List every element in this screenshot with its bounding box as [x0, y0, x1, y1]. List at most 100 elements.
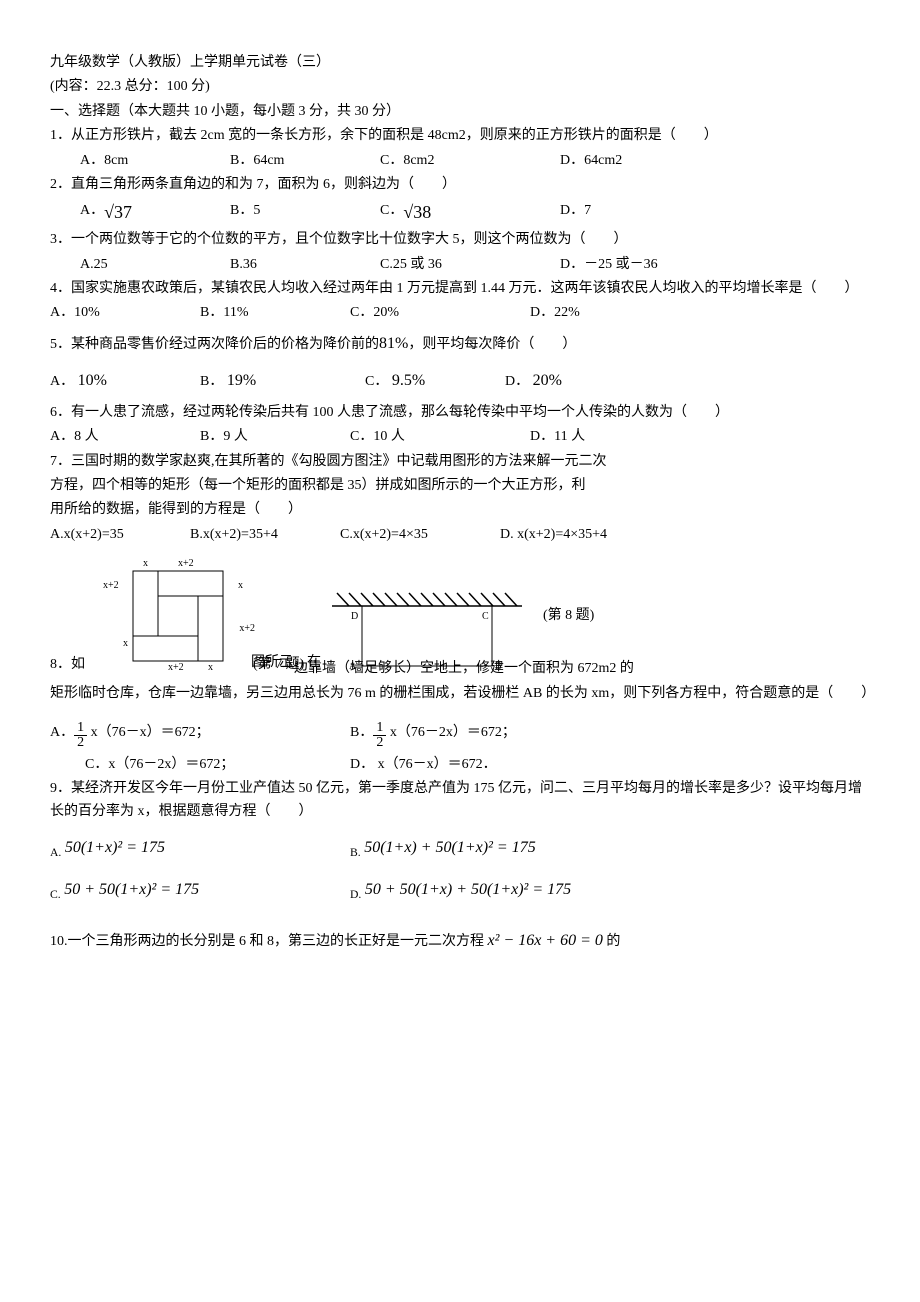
q10-text-b: 的 — [606, 934, 620, 949]
q7-l2: 方程，四个相等的矩形（每一个矩形的面积都是 35）拼成如图所示的一个大正方形，利 — [50, 475, 870, 497]
q2-c-pre: C． — [380, 203, 403, 218]
q3-text: 3．一个两位数等于它的个位数的平方，且个位数字比十位数字大 5，则这个两位数为（… — [50, 229, 870, 251]
q6-opt-c: C．10 人 — [350, 426, 530, 448]
q2-a-val: √37 — [104, 198, 132, 227]
q9-b-eq: 50(1+x) + 50(1+x)² = 175 — [364, 839, 536, 856]
fig7-lab-x-l: x — [123, 636, 128, 652]
q8-pre: 8．如 — [50, 654, 105, 676]
q5-c-val: 9.5% — [392, 372, 425, 389]
q5-opt-d: D． 20% — [505, 368, 655, 394]
q9-options-2: C. 50 + 50(1+x)² = 175 D. 50 + 50(1+x) +… — [50, 877, 870, 904]
q5-text-b: ，则平均每次降价（ ） — [408, 337, 576, 352]
q9-a-eq: 50(1+x)² = 175 — [65, 839, 165, 856]
q2-opt-c: C．√38 — [380, 198, 560, 227]
q5-text: 5．某种商品零售价经过两次降价后的价格为降价前的81%，则平均每次降价（ ） — [50, 331, 870, 357]
q7-opt-c: C.x(x+2)=4×35 — [340, 524, 500, 546]
q5-d-pre: D． — [505, 374, 529, 389]
q5-a-val: 10% — [78, 372, 107, 389]
fig8-D: D — [351, 609, 358, 625]
q3-opt-c: C.25 或 36 — [380, 254, 560, 276]
q2-opt-a: A．√37 — [80, 198, 230, 227]
q5-opt-c: C． 9.5% — [365, 368, 505, 394]
q4-text: 4．国家实施惠农政策后，某镇农民人均收入经过两年由 1 万元提高到 1.44 万… — [50, 278, 870, 300]
q2-c-val: √38 — [403, 198, 431, 227]
fig7-lab-x2-bot: x+2 — [168, 660, 184, 676]
q9-c-pre: C. — [50, 887, 61, 900]
q4-opt-a: A．10% — [50, 302, 200, 324]
q10: 10.一个三角形两边的长分别是 6 和 8，第三边的长正好是一元二次方程 x² … — [50, 928, 870, 954]
fig7-lab-x2-top: x+2 — [178, 556, 194, 572]
q2-opt-d: D．7 — [560, 200, 710, 222]
q9-opt-d: D. 50 + 50(1+x) + 50(1+x)² = 175 — [350, 877, 750, 904]
q8-opt-c: C．x（76－2x）＝672； — [85, 754, 350, 776]
subtitle: (内容：22.3 总分：100 分) — [50, 76, 870, 98]
q6-text: 6．有一人患了流感，经过两轮传染后共有 100 人患了流感，那么每轮传染中平均一… — [50, 402, 870, 424]
q6-options: A．8 人 B．9 人 C．10 人 D．11 人 — [50, 426, 870, 448]
q9-opt-c: C. 50 + 50(1+x)² = 175 — [50, 877, 350, 904]
q1-opt-c: C．8cm2 — [380, 150, 560, 172]
fig7-lab-x-bot: x — [208, 660, 213, 676]
figure-7-svg — [113, 556, 243, 676]
fig7-lab-x-r: x — [238, 578, 243, 594]
q4-opt-c: C．20% — [350, 302, 530, 324]
q7-opt-a: A.x(x+2)=35 — [50, 524, 190, 546]
fig8-C: C — [482, 609, 489, 625]
q8-opt-b: B．12 x（76－2x）＝672； — [350, 721, 650, 750]
q5-b-val: 19% — [227, 372, 256, 389]
fig8-A: A — [349, 659, 356, 675]
q10-text-a: 10.一个三角形两边的长分别是 6 和 8，第三边的长正好是一元二次方程 — [50, 934, 484, 949]
q9-opt-a: A. 50(1+x)² = 175 — [50, 835, 350, 862]
section-heading: 一、选择题（本大题共 10 小题，每小题 3 分，共 30 分） — [50, 101, 870, 123]
q4-options: A．10% B．11% C．20% D．22% — [50, 302, 870, 324]
title: 九年级数学（人教版）上学期单元试卷（三） — [50, 52, 870, 74]
q2-options: A．√37 B．5 C．√38 D．7 — [80, 198, 870, 227]
q5-a-pre: A． — [50, 374, 74, 389]
q4-opt-b: B．11% — [200, 302, 350, 324]
fig7-lab-x2-l: x+2 — [103, 578, 119, 594]
q9-d-eq: 50 + 50(1+x) + 50(1+x)² = 175 — [365, 881, 571, 898]
q3-opt-b: B.36 — [230, 254, 380, 276]
q6-opt-d: D．11 人 — [530, 426, 680, 448]
q2-opt-b: B．5 — [230, 200, 380, 222]
q1-opt-d: D．64cm2 — [560, 150, 710, 172]
q5-options: A． 10% B． 19% C． 9.5% D． 20% — [50, 368, 870, 394]
q9-options-1: A. 50(1+x)² = 175 B. 50(1+x) + 50(1+x)² … — [50, 835, 870, 862]
q7-options: A.x(x+2)=35 B.x(x+2)=35+4 C.x(x+2)=4×35 … — [50, 524, 870, 546]
q6-opt-a: A．8 人 — [50, 426, 200, 448]
frac-half-b: 12 — [373, 721, 386, 750]
q3-opt-a: A.25 — [80, 254, 230, 276]
q9-a-pre: A. — [50, 846, 61, 859]
q1-opt-a: A．8cm — [80, 150, 230, 172]
q5-d-val: 20% — [533, 372, 562, 389]
q8-a-tail: x（76－x）＝672； — [91, 725, 210, 740]
q7-l1: 7．三国时期的数学家赵爽,在其所著的《勾股圆方图注》中记载用图形的方法来解一元二… — [50, 451, 870, 473]
q7-l3: 用所给的数据，能得到的方程是（ ） — [50, 499, 870, 521]
q9-b-pre: B. — [350, 846, 361, 859]
q8-opt-d: D． x（76－x）＝672． — [350, 754, 650, 776]
q5-text-a: 5．某种商品零售价经过两次降价后的价格为降价前的 — [50, 337, 379, 352]
q8-opt-a: A．12 x（76－x）＝672； — [50, 721, 350, 750]
q1-options: A．8cm B．64cm C．8cm2 D．64cm2 — [80, 150, 870, 172]
q2-a-pre: A． — [80, 203, 104, 218]
q8-b-tail: x（76－2x）＝672； — [390, 725, 516, 740]
fig7-lab-x2-r: x+2 — [239, 621, 255, 637]
q5-pct: 81% — [379, 335, 408, 352]
q4-opt-d: D．22% — [530, 302, 680, 324]
q1-opt-b: B．64cm — [230, 150, 380, 172]
frac-half-a: 12 — [74, 721, 87, 750]
q5-b-pre: B． — [200, 374, 223, 389]
q9-d-pre: D. — [350, 887, 361, 900]
fig8-B: B — [495, 659, 502, 675]
fig8-caption: (第 8 题) — [543, 605, 594, 627]
q9-opt-b: B. 50(1+x) + 50(1+x)² = 175 — [350, 835, 710, 862]
q10-eq: x² − 16x + 60 = 0 — [488, 932, 603, 949]
q2-text: 2．直角三角形两条直角边的和为 7，面积为 6，则斜边为（ ） — [50, 174, 870, 196]
q7-opt-b: B.x(x+2)=35+4 — [190, 524, 340, 546]
q8-options-2: C．x（76－2x）＝672； D． x（76－x）＝672． — [85, 754, 870, 776]
q8-l2: 矩形临时仓库，仓库一边靠墙，另三边用总长为 76 m 的栅栏围成，若设栅栏 AB… — [50, 683, 870, 705]
q3-opt-d: D．－25 或－36 — [560, 254, 710, 276]
q1-text: 1．从正方形铁片，截去 2cm 宽的一条长方形，余下的面积是 48cm2，则原来… — [50, 125, 870, 147]
q5-opt-b: B． 19% — [200, 368, 365, 394]
fig7-lab-x-top: x — [143, 556, 148, 572]
q3-options: A.25 B.36 C.25 或 36 D．－25 或－36 — [80, 254, 870, 276]
